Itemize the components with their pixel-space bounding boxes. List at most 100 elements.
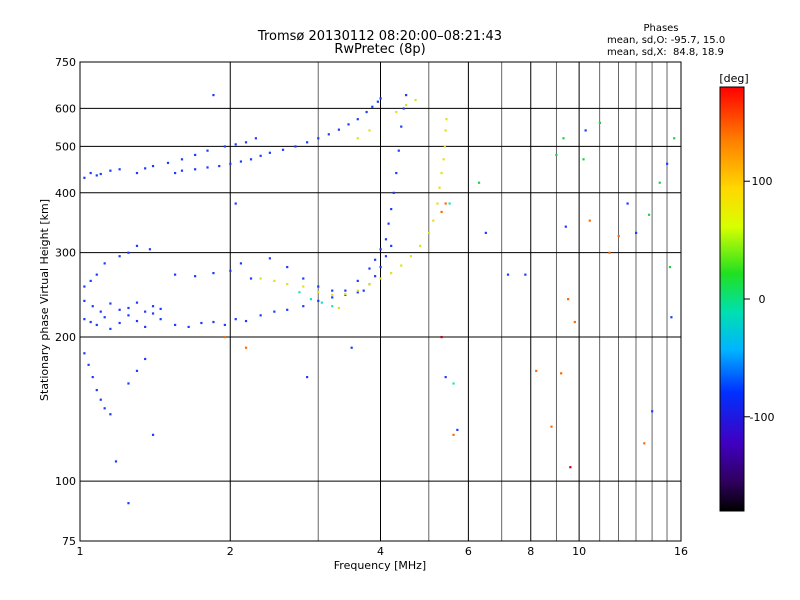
data-point — [309, 298, 312, 301]
data-point — [173, 273, 177, 276]
data-point — [127, 502, 130, 505]
data-point — [588, 219, 591, 222]
data-point — [259, 277, 262, 280]
data-point — [194, 153, 197, 157]
grid-lines — [80, 62, 681, 541]
data-point — [452, 433, 455, 436]
data-point — [166, 161, 170, 164]
data-point — [436, 202, 439, 205]
x-tick-label: 2 — [227, 545, 234, 558]
data-point — [608, 251, 611, 254]
data-point — [89, 320, 92, 324]
data-point — [99, 398, 102, 401]
data-point — [159, 307, 162, 310]
phase-stats-heading: Phases — [643, 23, 678, 34]
data-point — [118, 321, 121, 325]
y-tick-label: 75 — [62, 535, 76, 548]
data-point — [400, 264, 403, 267]
data-point — [118, 308, 121, 311]
data-point — [95, 388, 98, 392]
data-point — [223, 145, 226, 148]
colorbar-tick-label: 0 — [759, 293, 766, 306]
data-point — [259, 154, 262, 157]
data-point — [320, 301, 323, 304]
data-point — [229, 269, 232, 272]
data-point — [344, 289, 347, 292]
data-point — [402, 107, 405, 110]
data-point — [173, 323, 177, 327]
data-point — [212, 320, 215, 324]
data-point — [356, 279, 359, 282]
data-point — [397, 149, 400, 152]
data-point — [400, 125, 403, 128]
data-point — [306, 375, 309, 379]
data-point — [99, 172, 102, 176]
data-point — [148, 248, 152, 251]
data-point — [273, 279, 276, 282]
data-point — [194, 275, 197, 278]
data-point — [356, 137, 359, 140]
data-point — [239, 262, 243, 265]
data-point — [390, 271, 393, 275]
data-point — [95, 323, 98, 327]
data-point — [229, 162, 232, 165]
data-point — [327, 133, 330, 136]
data-point — [244, 346, 248, 349]
x-tick-label: 4 — [377, 545, 384, 558]
data-point — [95, 273, 98, 276]
data-point — [331, 289, 334, 292]
data-point — [187, 325, 190, 329]
data-point — [234, 143, 237, 146]
data-point — [151, 312, 155, 315]
data-point — [206, 166, 209, 169]
data-point — [344, 292, 347, 296]
data-point — [387, 222, 390, 225]
data-point — [390, 207, 393, 211]
data-point — [550, 425, 553, 428]
colorbar — [719, 86, 745, 512]
data-point — [337, 128, 341, 131]
y-tick-label: 300 — [55, 247, 76, 260]
data-point — [392, 191, 395, 194]
colorbar-tick-label: 100 — [752, 175, 773, 188]
data-point — [286, 308, 289, 311]
data-point — [194, 168, 197, 171]
data-point — [286, 265, 289, 269]
data-point — [442, 158, 445, 161]
data-point — [103, 262, 106, 265]
data-point — [95, 174, 98, 177]
data-point — [337, 306, 341, 310]
data-point — [89, 279, 92, 282]
data-point — [379, 248, 382, 251]
data-point — [673, 137, 676, 140]
data-point — [206, 149, 209, 152]
data-point — [83, 352, 86, 355]
data-point — [670, 316, 673, 319]
data-point — [286, 282, 289, 286]
y-axis-label: Stationary phase Virtual Height [km] — [38, 199, 51, 401]
data-point — [535, 369, 538, 372]
data-point — [456, 428, 459, 432]
data-point — [273, 310, 276, 313]
data-point — [234, 318, 237, 321]
data-point — [244, 319, 248, 323]
data-point — [294, 145, 297, 148]
data-point — [244, 141, 248, 144]
data-point — [127, 314, 130, 317]
data-point — [395, 171, 398, 175]
colorbar-tick-label: -100 — [750, 411, 775, 424]
data-point — [419, 244, 422, 247]
data-point — [368, 267, 371, 270]
data-point — [444, 202, 447, 205]
colorbar-ticks: 100 0 -100 — [744, 175, 774, 424]
data-point — [83, 299, 86, 302]
x-tick-label: 8 — [527, 545, 534, 558]
data-point — [109, 302, 112, 305]
data-point — [666, 162, 669, 165]
data-point — [443, 145, 446, 148]
data-point — [135, 244, 139, 247]
data-point — [379, 277, 382, 280]
data-point — [379, 97, 382, 100]
data-point — [395, 110, 398, 114]
data-point — [317, 299, 320, 302]
